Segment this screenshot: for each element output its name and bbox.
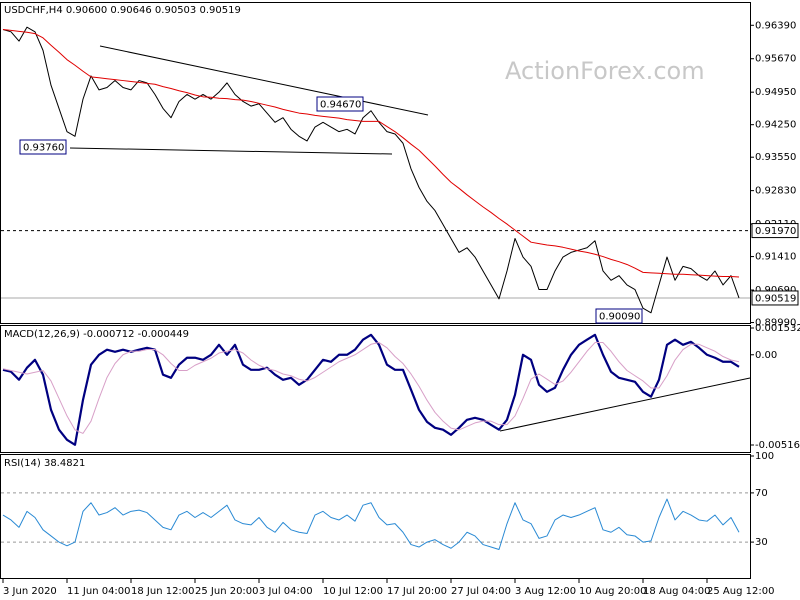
- chart-title: MACD(12,26,9) -0.000712 -0.000449: [4, 329, 189, 340]
- x-tick-label: 18 Jun 12:00: [131, 586, 195, 597]
- series-line: [2, 26, 740, 314]
- y-tick-label: 0.89990: [755, 318, 796, 329]
- series-line: [2, 498, 740, 550]
- y-tick-label: 0.92830: [755, 186, 796, 197]
- level-label: 0.91970: [755, 226, 796, 237]
- y-tick-label: -0.005164: [755, 440, 800, 451]
- y-tick-label: 70: [755, 488, 768, 499]
- y-tick-label: 0.94950: [755, 87, 796, 98]
- x-tick-label: 17 Jul 20:00: [387, 586, 447, 597]
- annotation-box: [316, 96, 364, 112]
- x-tick-label: 3 Aug 12:00: [515, 586, 576, 597]
- watermark: ActionForex.com: [505, 57, 705, 85]
- trendline: [499, 377, 751, 432]
- chart-title: USDCHF,H4 0.90600 0.90646 0.90503 0.9051…: [4, 5, 241, 16]
- series-line: [2, 342, 740, 434]
- macd-panel: [0, 325, 751, 453]
- y-tick-label: 0.91410: [755, 252, 796, 263]
- y-tick-label: 0.00: [755, 350, 777, 361]
- x-tick-label: 11 Jun 04:00: [67, 586, 131, 597]
- annotation-box: [595, 308, 643, 324]
- trendline: [69, 147, 393, 155]
- x-tick-label: 3 Jul 04:00: [259, 586, 313, 597]
- series-line: [2, 333, 740, 446]
- annotation: 0.90090: [599, 312, 640, 323]
- rsi-panel: [0, 454, 751, 579]
- y-tick-label: 30: [755, 537, 768, 548]
- x-tick-label: 3 Jun 2020: [3, 586, 57, 597]
- annotation-box: [19, 139, 67, 155]
- chart-title: RSI(14) 38.4821: [4, 458, 85, 469]
- x-tick-label: 27 Jul 04:00: [451, 586, 511, 597]
- x-tick-label: 10 Aug 20:00: [579, 586, 646, 597]
- y-tick-label: 0.95670: [755, 54, 796, 65]
- price-panel: [0, 2, 751, 324]
- annotation: 0.93760: [23, 143, 64, 154]
- y-tick-label: 0.93550: [755, 152, 796, 163]
- level-label: 0.90519: [755, 293, 796, 304]
- trendline: [99, 45, 429, 116]
- y-tick-label: 0.001532: [755, 323, 800, 334]
- level-box: [751, 290, 799, 306]
- level-box: [751, 223, 799, 239]
- y-tick-label: 100: [755, 451, 774, 462]
- y-tick-label: 0.94250: [755, 120, 796, 131]
- y-tick-label: 0.96390: [755, 20, 796, 31]
- x-tick-label: 25 Aug 12:00: [707, 586, 774, 597]
- x-tick-label: 18 Aug 04:00: [643, 586, 710, 597]
- x-tick-label: 25 Jun 20:00: [195, 586, 259, 597]
- annotation: 0.94670: [320, 100, 361, 111]
- x-tick-label: 10 Jul 12:00: [323, 586, 383, 597]
- series-line: [2, 28, 740, 278]
